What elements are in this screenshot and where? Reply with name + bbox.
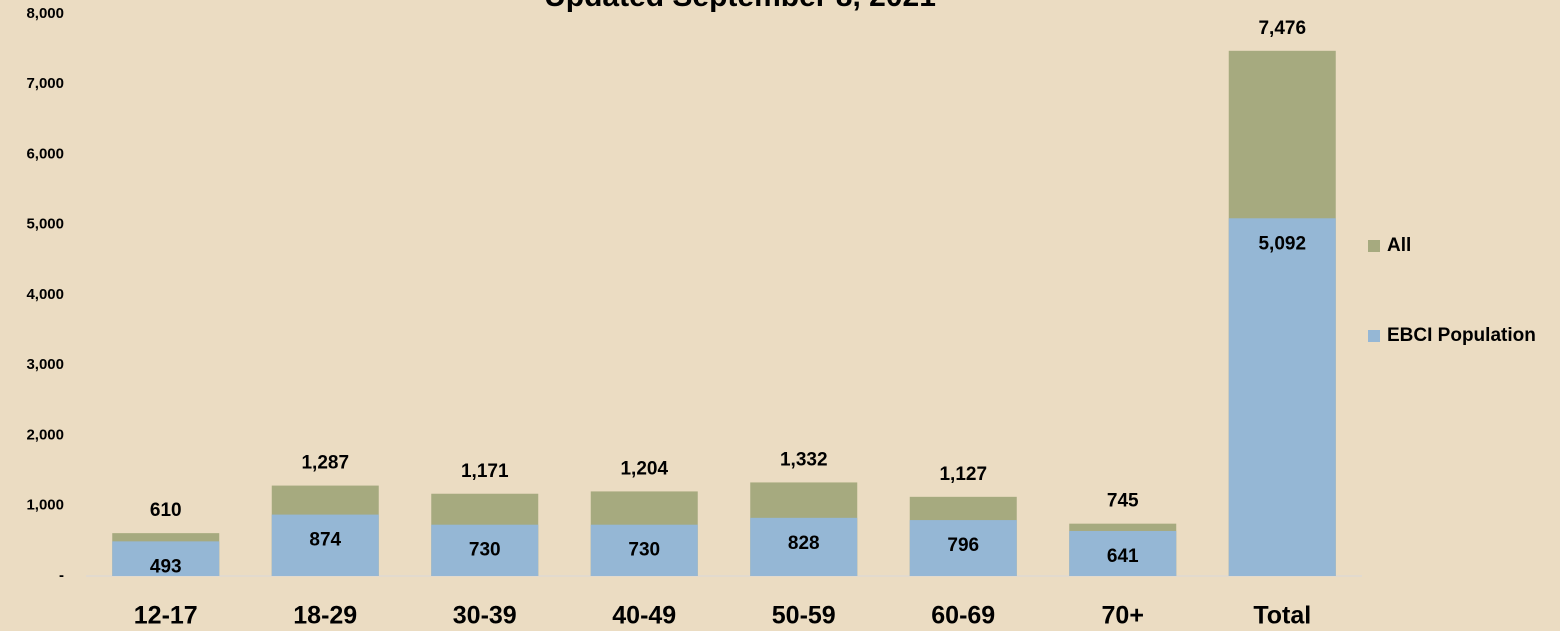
chart-title: Updated September 8, 2021 (544, 0, 936, 13)
data-label: 796 (947, 535, 979, 556)
data-label: 730 (628, 540, 660, 561)
legend-label: EBCI Population (1387, 325, 1536, 346)
y-tick-label: 1,000 (26, 497, 64, 514)
bar (750, 517, 858, 576)
x-tick-label: 50-59 (772, 602, 836, 630)
x-tick-label: 18-29 (293, 602, 357, 630)
bar (1228, 218, 1336, 577)
data-label: 1,287 (301, 453, 349, 474)
data-label: 828 (788, 533, 820, 554)
x-tick-label: Total (1253, 602, 1311, 630)
y-tick-label: 6,000 (26, 145, 64, 162)
x-tick-label: 30-39 (453, 602, 517, 630)
data-label: 1,127 (939, 464, 987, 485)
legend-swatch (1368, 330, 1380, 342)
data-label: 641 (1107, 546, 1139, 567)
bar (909, 520, 1017, 576)
data-label: 7,476 (1258, 18, 1306, 39)
data-label: 874 (309, 530, 341, 551)
data-label: 610 (150, 500, 182, 521)
data-label: 493 (150, 556, 182, 577)
y-tick-label: - (59, 567, 64, 584)
data-label: 5,092 (1258, 233, 1306, 254)
x-tick-label: 60-69 (931, 602, 995, 630)
data-label: 730 (469, 540, 501, 561)
data-label: 1,171 (461, 461, 509, 482)
data-label: 745 (1107, 491, 1139, 512)
y-tick-label: 7,000 (26, 75, 64, 92)
x-tick-label: 40-49 (612, 602, 676, 630)
y-tick-label: 4,000 (26, 286, 64, 303)
data-label: 1,204 (620, 458, 668, 479)
y-tick-label: 5,000 (26, 216, 64, 233)
y-tick-label: 2,000 (26, 426, 64, 443)
bar (1069, 530, 1177, 576)
x-tick-label: 12-17 (134, 602, 198, 630)
legend-label: All (1387, 235, 1411, 256)
bar (431, 524, 539, 576)
x-tick-label: 70+ (1102, 602, 1144, 630)
y-tick-label: 8,000 (26, 5, 64, 22)
legend-swatch (1368, 240, 1380, 252)
bar (271, 514, 379, 576)
y-tick-label: 3,000 (26, 356, 64, 373)
bar (112, 541, 220, 576)
bar (590, 524, 698, 576)
data-label: 1,332 (780, 449, 828, 470)
